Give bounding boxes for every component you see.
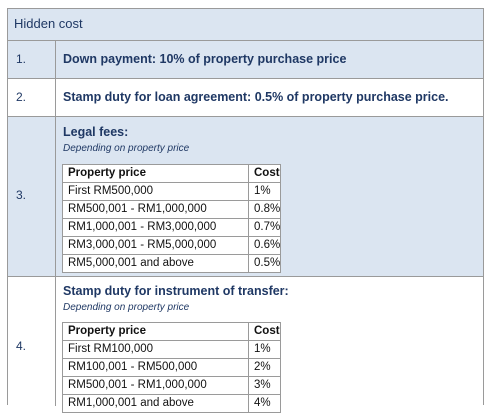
price-table-row: RM500,001 - RM1,000,000 3% xyxy=(62,376,281,395)
stamp-duty-transfer-note: Depending on property price xyxy=(63,302,190,313)
price-table-row: RM5,000,001 and above 0.5% xyxy=(62,254,282,273)
row-content: Stamp duty for loan agreement: 0.5% of p… xyxy=(56,79,483,116)
column-header: Property price xyxy=(62,322,249,341)
row-number: 3. xyxy=(16,188,27,202)
row-content: Down payment: 10% of property purchase p… xyxy=(56,41,483,78)
legal-fees-price-table: Property price Cost First RM500,000 1% R… xyxy=(62,164,282,273)
column-header: Property price xyxy=(62,164,249,183)
legal-fees-title: Legal fees: xyxy=(63,125,129,139)
cost-cell: 2% xyxy=(248,358,281,377)
price-table-row: First RM100,000 1% xyxy=(62,340,281,359)
table-header-row: Hidden cost xyxy=(8,9,483,41)
table-row: 2. Stamp duty for loan agreement: 0.5% o… xyxy=(8,79,483,117)
cost-cell: 0.6% xyxy=(247,236,282,255)
stamp-duty-price-table: Property price Cost First RM100,000 1% R… xyxy=(62,322,281,413)
row-number-cell: 4. xyxy=(8,277,56,406)
price-table-row: RM1,000,001 and above 4% xyxy=(62,394,281,413)
table-row: 1. Down payment: 10% of property purchas… xyxy=(8,41,483,79)
price-table-row: RM100,001 - RM500,000 2% xyxy=(62,358,281,377)
hidden-cost-table: Hidden cost 1. Down payment: 10% of prop… xyxy=(7,8,484,413)
column-header: Cost xyxy=(247,164,282,183)
row-number: 4. xyxy=(16,339,27,353)
cost-cell: 1% xyxy=(248,340,281,359)
price-table-row: RM3,000,001 - RM5,000,000 0.6% xyxy=(62,236,282,255)
price-cell: RM3,000,001 - RM5,000,000 xyxy=(62,236,249,255)
price-cell: RM500,001 - RM1,000,000 xyxy=(62,376,249,395)
cost-cell: 0.7% xyxy=(247,218,282,237)
price-table-row: RM1,000,001 - RM3,000,000 0.7% xyxy=(62,218,282,237)
stamp-duty-loan-text: Stamp duty for loan agreement: 0.5% of p… xyxy=(63,90,449,104)
price-table-header-row: Property price Cost xyxy=(62,164,282,183)
price-cell: RM500,001 - RM1,000,000 xyxy=(62,200,249,219)
table-header: Hidden cost xyxy=(14,16,83,31)
price-table-row: RM500,001 - RM1,000,000 0.8% xyxy=(62,200,282,219)
row-number-cell: 2. xyxy=(8,79,56,116)
column-header: Cost xyxy=(248,322,281,341)
row-number-cell: 3. xyxy=(8,117,56,276)
row-number: 2. xyxy=(16,90,27,104)
price-cell: First RM100,000 xyxy=(62,340,249,359)
price-cell: First RM500,000 xyxy=(62,182,249,201)
price-cell: RM100,001 - RM500,000 xyxy=(62,358,249,377)
cost-cell: 3% xyxy=(248,376,281,395)
price-table-header-row: Property price Cost xyxy=(62,322,281,341)
table-row: 3. Legal fees: Depending on property pri… xyxy=(8,117,483,277)
down-payment-text: Down payment: 10% of property purchase p… xyxy=(63,52,347,66)
cost-cell: 0.5% xyxy=(247,254,282,273)
price-table-row: First RM500,000 1% xyxy=(62,182,282,201)
cost-cell: 1% xyxy=(247,182,282,201)
price-cell: RM1,000,001 - RM3,000,000 xyxy=(62,218,249,237)
table-row: 4. Stamp duty for instrument of transfer… xyxy=(8,277,483,413)
row-content: Legal fees: Depending on property price … xyxy=(56,117,483,276)
stamp-duty-transfer-title: Stamp duty for instrument of transfer: xyxy=(63,284,289,298)
cost-cell: 0.8% xyxy=(247,200,282,219)
row-number-cell: 1. xyxy=(8,41,56,78)
legal-fees-note: Depending on property price xyxy=(63,143,190,154)
row-content: Stamp duty for instrument of transfer: D… xyxy=(56,277,483,413)
row-number: 1. xyxy=(16,52,27,66)
price-cell: RM5,000,001 and above xyxy=(62,254,249,273)
